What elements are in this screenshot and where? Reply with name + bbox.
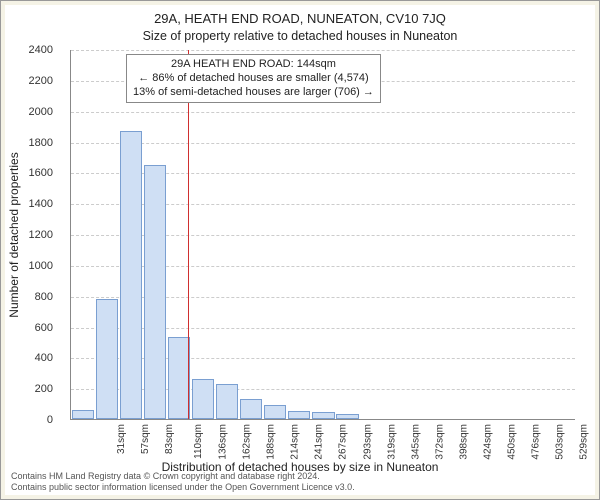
x-tick-label: 57sqm — [140, 424, 151, 454]
y-tick-label: 2400 — [15, 44, 53, 56]
histogram-bar — [216, 384, 238, 419]
x-tick-label: 345sqm — [410, 424, 421, 460]
y-tick-label: 1200 — [15, 229, 53, 241]
title-main: 29A, HEATH END ROAD, NUNEATON, CV10 7JQ — [5, 11, 595, 26]
histogram-bar — [192, 379, 214, 419]
histogram-bar — [264, 405, 286, 419]
x-tick-label: 476sqm — [530, 424, 541, 460]
y-tick-label: 400 — [15, 352, 53, 364]
histogram-bar — [312, 412, 334, 419]
plot-area: 29A HEATH END ROAD: 144sqm← 86% of detac… — [70, 50, 575, 420]
reference-line — [188, 50, 189, 419]
x-tick-label: 267sqm — [338, 424, 349, 460]
y-tick-label: 0 — [15, 414, 53, 426]
histogram-bar — [336, 414, 358, 419]
chart-container: 29A, HEATH END ROAD, NUNEATON, CV10 7JQ … — [0, 0, 600, 500]
info-box: 29A HEATH END ROAD: 144sqm← 86% of detac… — [126, 54, 381, 103]
x-tick-label: 31sqm — [116, 424, 127, 454]
footer-attribution: Contains HM Land Registry data © Crown c… — [11, 471, 355, 492]
x-tick-label: 136sqm — [218, 424, 229, 460]
x-tick-label: 110sqm — [193, 424, 204, 459]
x-tick-label: 162sqm — [242, 424, 253, 460]
y-tick-label: 2200 — [15, 75, 53, 87]
y-tick-label: 1000 — [15, 260, 53, 272]
histogram-bar — [144, 165, 166, 419]
x-tick-label: 450sqm — [506, 424, 517, 460]
gridline-h — [71, 50, 575, 51]
x-tick-label: 188sqm — [266, 424, 277, 460]
y-tick-label: 600 — [15, 322, 53, 334]
info-line3: 13% of semi-detached houses are larger (… — [133, 86, 374, 100]
y-tick-label: 2000 — [15, 106, 53, 118]
histogram-bar — [96, 299, 118, 419]
x-tick-label: 529sqm — [579, 424, 590, 460]
histogram-bar — [120, 131, 142, 419]
y-tick-label: 1400 — [15, 198, 53, 210]
info-line1: 29A HEATH END ROAD: 144sqm — [133, 58, 374, 72]
footer-line2: Contains public sector information licen… — [11, 482, 355, 492]
histogram-bar — [72, 410, 94, 419]
y-tick-label: 200 — [15, 383, 53, 395]
x-tick-label: 214sqm — [290, 424, 301, 460]
x-tick-label: 424sqm — [482, 424, 493, 460]
y-tick-label: 1600 — [15, 167, 53, 179]
y-tick-label: 1800 — [15, 137, 53, 149]
y-tick-label: 800 — [15, 291, 53, 303]
x-tick-label: 293sqm — [362, 424, 373, 460]
info-line2: ← 86% of detached houses are smaller (4,… — [133, 72, 374, 86]
x-tick-label: 503sqm — [554, 424, 565, 460]
histogram-bar — [240, 399, 262, 419]
footer-line1: Contains HM Land Registry data © Crown c… — [11, 471, 320, 481]
histogram-bar — [288, 411, 310, 419]
x-tick-label: 372sqm — [434, 424, 445, 460]
x-tick-label: 83sqm — [164, 424, 175, 454]
x-tick-label: 241sqm — [314, 424, 325, 460]
x-tick-label: 319sqm — [386, 424, 397, 460]
chart-inner: 29A, HEATH END ROAD, NUNEATON, CV10 7JQ … — [5, 5, 595, 495]
gridline-h — [71, 112, 575, 113]
title-sub: Size of property relative to detached ho… — [5, 29, 595, 43]
x-tick-label: 398sqm — [458, 424, 469, 460]
gridline-h — [71, 143, 575, 144]
